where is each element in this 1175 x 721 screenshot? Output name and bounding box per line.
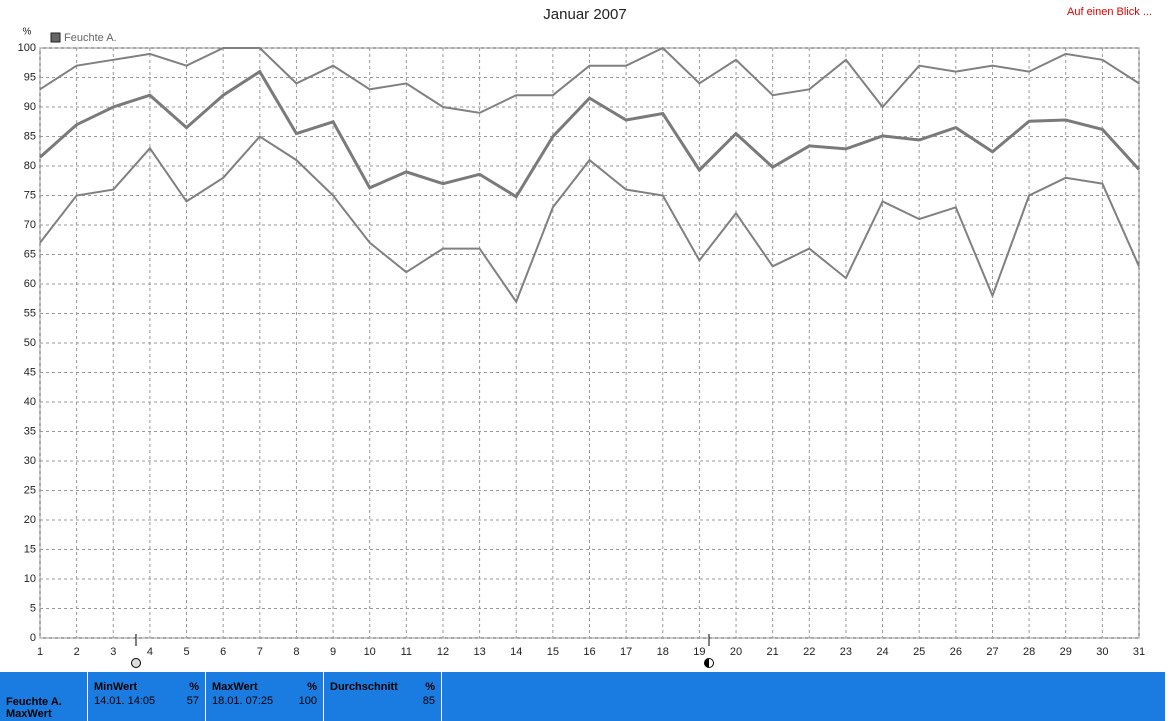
stat-unit: % [189,681,199,693]
x-tick-label: 21 [767,646,779,658]
stats-panel: Feuchte A. MaxWert MinWert% 14.01. 14:05 5… [0,672,1165,721]
chart-title: Januar 2007 [543,6,626,23]
x-tick-label: 16 [583,646,595,658]
stat-row: 85 [330,694,435,708]
y-tick-label: 5 [30,602,36,614]
stat-value: 100 [298,695,317,707]
legend-label: Feuchte A. [64,32,117,44]
y-unit: % [23,27,32,38]
panel-name2: MaxWert [6,708,52,720]
x-tick-label: 17 [620,646,632,658]
y-tick-label: 25 [24,484,36,496]
panel-name-cell: Feuchte A. MaxWert [0,672,88,721]
stat-cell: Durchschnitt% 85 [324,672,442,721]
stat-row: 18.01. 07:25 100 [212,694,317,708]
stat-time: 18.01. 07:25 [212,695,274,707]
x-tick-label: 15 [547,646,559,658]
x-tick-label: 27 [986,646,998,658]
stat-cell: MaxWert% 18.01. 07:25 100 [206,672,324,721]
x-tick-label: 2 [74,646,80,658]
moon-full [131,658,141,668]
y-tick-label: 10 [24,573,36,585]
x-tick-label: 7 [257,646,263,658]
x-tick-label: 10 [364,646,376,658]
x-tick-label: 30 [1096,646,1108,658]
y-tick-label: 85 [24,130,36,142]
stat-label: MaxWert [212,681,258,693]
y-tick-label: 55 [24,307,36,319]
y-tick-label: 35 [24,425,36,437]
stat-label: Durchschnitt [330,681,398,693]
y-tick-label: 30 [24,455,36,467]
x-tick-label: 24 [876,646,888,658]
x-tick-label: 26 [950,646,962,658]
x-tick-label: 14 [510,646,522,658]
x-tick-label: 23 [840,646,852,658]
y-tick-label: 40 [24,396,36,408]
y-tick-label: 60 [24,278,36,290]
series-line [39,46,1140,114]
y-tick-label: 0 [30,632,36,644]
x-tick-label: 22 [803,646,815,658]
stat-unit: % [307,681,317,693]
stat-header: Durchschnitt% [330,680,435,694]
x-tick-label: 31 [1133,646,1145,658]
y-tick-label: 100 [18,42,36,54]
y-tick-label: 15 [24,543,36,555]
x-tick-label: 18 [657,646,669,658]
series-line [39,69,1141,199]
x-tick-label: 4 [147,646,153,658]
x-tick-label: 8 [293,646,299,658]
legend-swatch [50,32,61,43]
y-tick-label: 50 [24,337,36,349]
x-tick-label: 3 [110,646,116,658]
stat-time: 14.01. 14:05 [94,695,156,707]
x-tick-label: 25 [913,646,925,658]
stat-row: 14.01. 14:05 57 [94,694,199,708]
y-tick-label: 45 [24,366,36,378]
series-line [39,135,1140,304]
stat-label: MinWert [94,681,138,693]
x-tick-label: 29 [1060,646,1072,658]
stat-value: 85 [422,695,435,707]
y-tick-label: 90 [24,101,36,113]
x-tick-label: 6 [220,646,226,658]
panel-name: Feuchte A. [6,696,62,708]
x-tick-label: 12 [437,646,449,658]
x-tick-label: 9 [330,646,336,658]
y-tick-label: 20 [24,514,36,526]
x-tick-label: 1 [37,646,43,658]
y-tick-label: 95 [24,71,36,83]
stat-header: MinWert% [94,680,199,694]
stat-header: MaxWert% [212,680,317,694]
x-tick-label: 28 [1023,646,1035,658]
x-tick-label: 19 [693,646,705,658]
x-tick-label: 11 [401,646,412,658]
stat-value: 57 [186,695,199,707]
stat-cell: MinWert% 14.01. 14:05 57 [88,672,206,721]
y-tick-label: 65 [24,248,36,260]
moon-half-shade [704,658,709,668]
y-tick-label: 80 [24,160,36,172]
chart: Januar 2007 Auf einen Blick ... % Feucht… [18,6,1152,668]
y-tick-label: 70 [24,219,36,231]
x-tick-label: 20 [730,646,742,658]
x-tick-label: 13 [473,646,485,658]
y-tick-label: 75 [24,189,36,201]
stat-unit: % [425,681,435,693]
link[interactable]: Auf einen Blick ... [1067,6,1152,18]
x-tick-label: 5 [183,646,189,658]
